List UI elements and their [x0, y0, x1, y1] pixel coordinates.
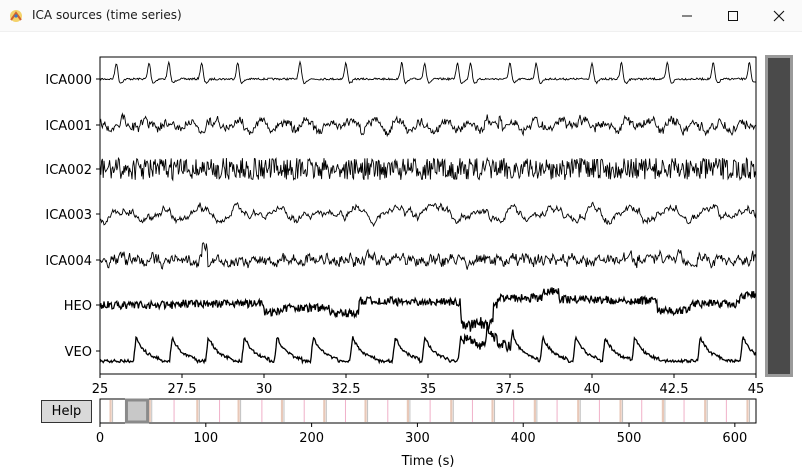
channel-label-ica003[interactable]: ICA003 [45, 208, 92, 223]
overview-ticks: 0 100 200 300 400 500 600 [96, 423, 747, 446]
overview-xtick-label: 200 [299, 431, 324, 446]
close-icon [773, 10, 785, 22]
xtick-label: 37.5 [496, 382, 525, 397]
minimize-button[interactable] [664, 0, 710, 32]
overview-xlabel: Time (s) [401, 454, 455, 469]
trace-ica003[interactable] [99, 201, 757, 228]
xtick-label: 30 [256, 382, 273, 397]
channel-label-ica001[interactable]: ICA001 [45, 119, 92, 134]
overview-bar[interactable] [99, 398, 757, 424]
xtick-label: 32.5 [332, 382, 361, 397]
xtick-label: 27.5 [168, 382, 197, 397]
trace-heo[interactable] [99, 287, 757, 332]
scrollbar-thumb[interactable] [768, 58, 790, 374]
window-title: ICA sources (time series) [32, 8, 182, 22]
xtick-label: 42.5 [660, 382, 689, 397]
trace-ica004[interactable] [99, 241, 757, 270]
xtick-label: 25 [92, 382, 109, 397]
trace-ica000[interactable] [99, 60, 757, 85]
overview-xtick-label: 600 [722, 431, 747, 446]
channel-label-heo[interactable]: HEO [64, 299, 92, 314]
overview-xtick-label: 300 [405, 431, 430, 446]
help-button[interactable]: Help [41, 400, 92, 423]
xtick-label: 40 [584, 382, 601, 397]
trace-area[interactable] [99, 60, 757, 365]
maximize-icon [728, 11, 738, 21]
plot-frame [99, 56, 757, 375]
mne-logo-icon [10, 10, 22, 22]
maximize-button[interactable] [710, 0, 756, 32]
trace-ica001[interactable] [99, 112, 757, 138]
minimize-icon [682, 15, 692, 17]
overview-xtick-label: 500 [617, 431, 642, 446]
overview-xtick-label: 400 [511, 431, 536, 446]
channel-label-ica000[interactable]: ICA000 [45, 73, 92, 88]
xtick-label: 45 [748, 382, 765, 397]
title-bar: ICA sources (time series) [0, 0, 802, 32]
trace-ica002[interactable] [99, 156, 757, 182]
channel-label-veo[interactable]: VEO [65, 345, 92, 360]
close-button[interactable] [756, 0, 802, 32]
x-axis-ticks: 25 27.5 30 32.5 35 37.5 40 42.5 45 [92, 374, 765, 397]
overview-xtick-label: 100 [193, 431, 218, 446]
channel-labels: ICA000 ICA001 ICA002 ICA003 ICA004 HEO VEO [45, 73, 100, 360]
channel-label-ica004[interactable]: ICA004 [45, 254, 92, 269]
overview-window-box[interactable] [124, 398, 150, 424]
trace-veo[interactable] [99, 321, 757, 365]
xtick-label: 35 [420, 382, 437, 397]
overview-frame [99, 398, 757, 424]
overview-xtick-label: 0 [96, 431, 104, 446]
channel-label-ica002[interactable]: ICA002 [45, 163, 92, 178]
